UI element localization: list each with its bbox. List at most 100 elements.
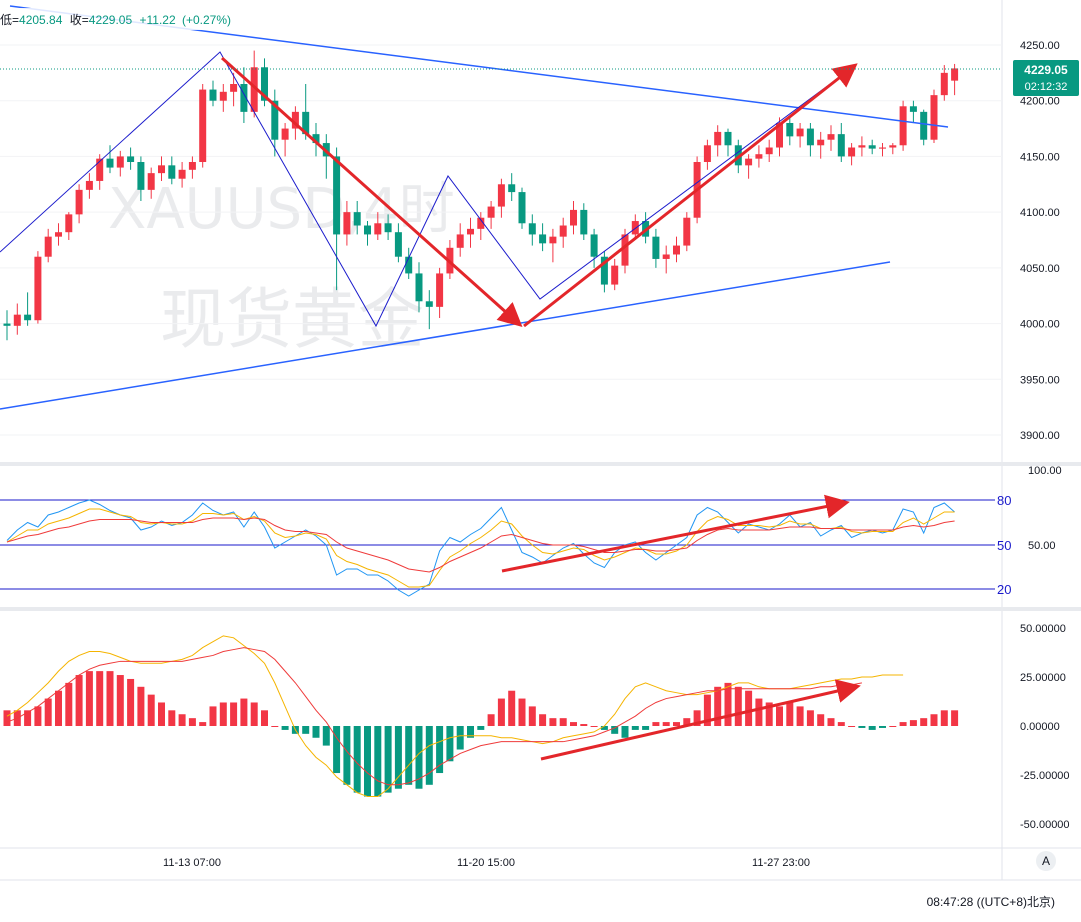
candle-body (240, 84, 248, 112)
macd-tick-label: -25.00000 (1020, 770, 1070, 782)
macd-histogram-bar (333, 726, 341, 774)
pane-separator-1 (0, 462, 1081, 466)
candle-body (137, 162, 145, 190)
candle-body (127, 156, 135, 162)
macd-histogram-bar (714, 686, 722, 726)
rsi-series-line (6, 517, 955, 573)
drawing-annotations[interactable] (0, 5, 949, 761)
candle-body (209, 89, 217, 101)
macd-histogram-bar (271, 726, 279, 727)
macd-histogram-bar (127, 678, 135, 726)
candle-body (353, 212, 361, 226)
macd-histogram-bar (734, 686, 742, 726)
ascending-trendline (0, 261, 891, 410)
macd-histogram-bar (394, 726, 402, 789)
candle-body (497, 184, 505, 207)
candlestick-series[interactable] (3, 50, 959, 341)
macd-histogram-bar (425, 726, 433, 785)
candle-body (436, 273, 444, 307)
candle-body (85, 180, 93, 190)
macd-tick-label: 50.00000 (1020, 623, 1066, 635)
price-axis: 4250.00 4200.00 4150.00 4100.00 4050.00 4000.… (1020, 40, 1060, 442)
macd-histogram-bar (837, 722, 845, 726)
macd-histogram-bar (776, 706, 783, 726)
candle-body (858, 145, 866, 148)
macd-histogram-bar (55, 690, 62, 726)
candle-body (364, 225, 371, 235)
macd-histogram-bar (497, 698, 505, 726)
macd-histogram-bar (570, 722, 577, 726)
macd-histogram-bar (106, 671, 114, 726)
macd-histogram-bar (158, 702, 165, 726)
macd-tick-label: 25.00000 (1020, 672, 1066, 684)
macd-histogram-bar (487, 714, 495, 726)
macd-histogram-bar (261, 710, 268, 726)
rsi-level-label: 50 (997, 538, 1011, 553)
macd-histogram-bar (44, 698, 52, 726)
candle-body (817, 139, 825, 146)
macd-histogram-bar (930, 714, 938, 726)
candle-body (456, 234, 464, 248)
macd-histogram-bar (858, 726, 866, 728)
macd-histogram-bar (384, 726, 392, 793)
macd-divergence-arrow (540, 679, 861, 761)
footer-clock[interactable]: 08:47:28 ((UTC+8)北京) (927, 893, 1055, 910)
macd-histogram-bar (188, 718, 196, 726)
macd-tick-label: 0.00000 (1020, 721, 1060, 733)
candle-body (261, 67, 268, 101)
clock-time: 08:47:28 (926, 895, 974, 909)
macd-histogram-bar (3, 710, 11, 726)
candle-body (13, 314, 21, 326)
candle-body (65, 214, 73, 233)
macd-histogram-bar (137, 686, 145, 726)
macd-histogram-bar (446, 726, 454, 762)
macd-histogram-bar (755, 698, 763, 726)
candle-body (3, 323, 11, 326)
macd-histogram-bar (920, 718, 928, 726)
macd-histogram-bar (796, 706, 804, 726)
macd-histogram-bar (899, 722, 907, 726)
candle-body (662, 254, 670, 259)
candle-body (343, 212, 351, 235)
candle-body (302, 111, 310, 135)
wave-down-arrow (220, 56, 523, 328)
time-axis: 11-13 07:00 11-20 15:00 11-27 23:00 (163, 857, 810, 869)
candle-body (116, 156, 124, 168)
price-tick-label: 4000.00 (1020, 319, 1060, 331)
macd-histogram-bar (580, 724, 588, 726)
candle-body (219, 91, 227, 101)
watermark-symbol: XAUUSD,4时 (108, 177, 455, 242)
macd-histogram-bar (353, 726, 361, 793)
candle-body (951, 68, 959, 81)
macd-histogram-bar (477, 726, 485, 730)
candle-body (600, 256, 608, 285)
macd-histogram-bar (199, 722, 207, 726)
low-label: 低= (0, 13, 19, 27)
time-tick-label: 11-20 15:00 (457, 857, 515, 869)
candle-body (734, 145, 742, 166)
macd-histogram-bar (508, 690, 516, 726)
macd-histogram-bar (590, 726, 598, 727)
macd-histogram-bar (85, 671, 93, 726)
macd-histogram-bar (374, 726, 382, 797)
candle-body (755, 154, 763, 159)
macd-histogram-bar (652, 722, 660, 726)
close-value: 4229.05 (89, 13, 133, 27)
rsi-tick-label: 100.00 (1028, 465, 1062, 477)
footer-bar (0, 880, 1081, 922)
candle-body (930, 95, 938, 140)
price-tick-label: 3900.00 (1020, 430, 1060, 442)
price-tick-label: 4250.00 (1020, 40, 1060, 52)
macd-histogram-bar (312, 726, 320, 738)
rsi-pane[interactable]: 80 50 20 100.00 50.00 (0, 465, 1062, 597)
candle-body (868, 145, 876, 149)
candle-body (703, 145, 711, 162)
candle-body (745, 158, 753, 166)
macd-line (6, 635, 904, 798)
candle-body (55, 232, 62, 237)
auto-scale-button[interactable]: A (1036, 851, 1056, 871)
candle-body (394, 232, 402, 257)
macd-pane[interactable]: 50.00000 25.00000 0.00000 -25.00000 -50.0000… (3, 623, 1070, 831)
candle-body (415, 273, 423, 302)
